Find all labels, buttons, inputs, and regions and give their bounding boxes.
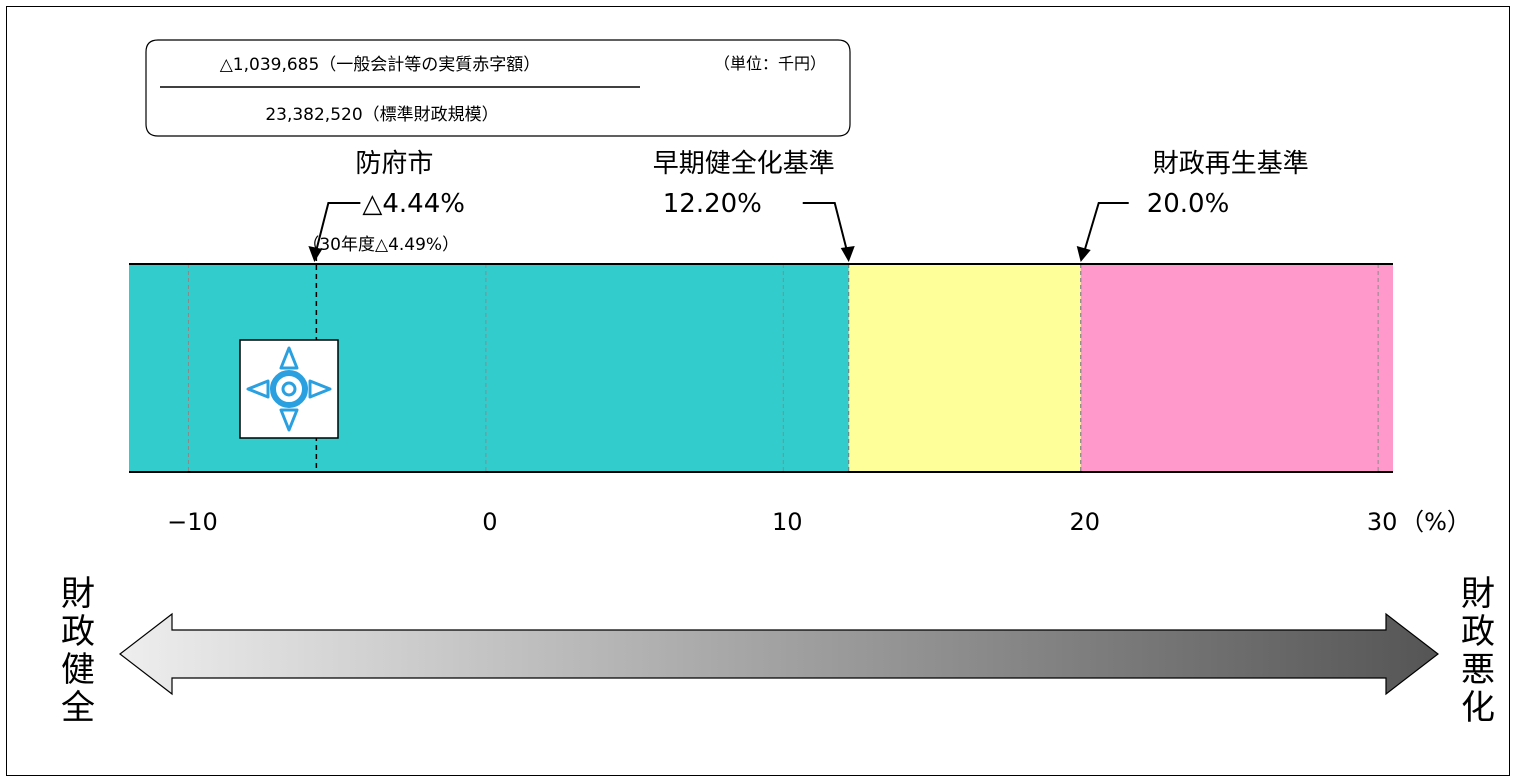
- worse-direction-label: 財政悪化: [1461, 574, 1495, 728]
- city-name: 防府市: [355, 149, 433, 179]
- formula-numerator: △1,039,685（一般会計等の実質赤字額）: [220, 55, 541, 75]
- zone-band-2: [1080, 264, 1393, 472]
- zone-band-0: [129, 264, 849, 472]
- tick-label: 0: [482, 508, 497, 536]
- rebuild-threshold-value: 20.0%: [1147, 189, 1230, 219]
- health-direction-arrow: [119, 612, 1439, 696]
- tick-label: 30: [1367, 508, 1398, 536]
- unit-label: （単位：千円）: [714, 54, 826, 73]
- axis-unit-label: （%）: [1400, 508, 1471, 536]
- rebuild-threshold-arrow: [1083, 202, 1129, 251]
- city-value: △4.44%: [362, 189, 465, 219]
- early-threshold-arrowhead: [840, 246, 855, 262]
- city-emblem-icon: [239, 339, 339, 439]
- early-threshold-name: 早期健全化基準: [653, 149, 835, 179]
- city-pointer-arrowhead: [308, 246, 323, 262]
- early-threshold-arrow: [802, 202, 848, 251]
- city-pointer-arrow: [315, 202, 361, 251]
- zone-band-1: [848, 264, 1081, 472]
- tick-label: 20: [1069, 508, 1100, 536]
- tick-label: 10: [772, 508, 803, 536]
- formula-callout: △1,039,685（一般会計等の実質赤字額） 23,382,520（標準財政規…: [145, 39, 851, 137]
- rebuild-threshold-name: 財政再生基準: [1153, 149, 1309, 179]
- rebuild-threshold-arrowhead: [1076, 246, 1091, 262]
- axis-tick-labels: −10 0 10 20 30: [167, 508, 1397, 536]
- early-threshold-value: 12.20%: [663, 189, 762, 219]
- tick-label: −10: [167, 508, 218, 536]
- healthy-direction-label: 財政健全: [61, 574, 95, 728]
- city-previous-value: （30年度△4.49%）: [302, 235, 459, 255]
- formula-denominator: 23,382,520（標準財政規模）: [265, 105, 498, 125]
